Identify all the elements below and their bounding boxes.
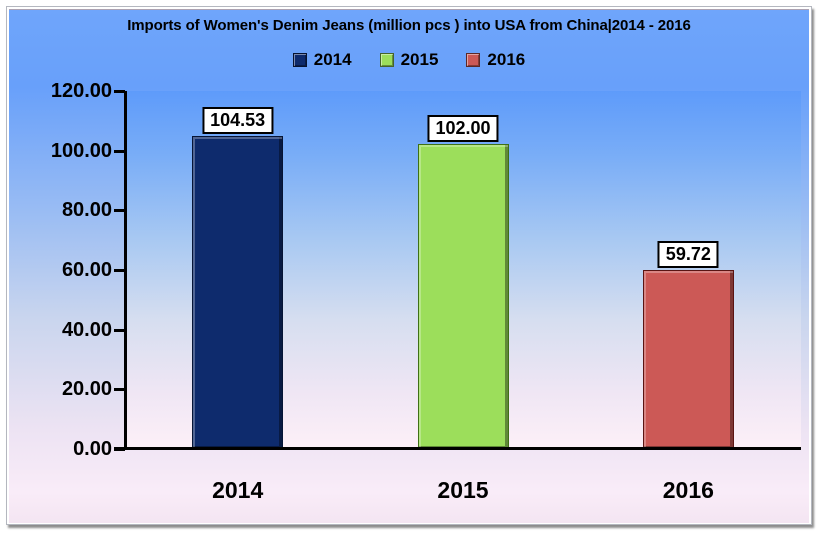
bar-2014[interactable]: 104.53: [192, 107, 284, 448]
y-tick-label: 120.00: [50, 80, 112, 102]
y-tick-mark: [114, 388, 125, 392]
y-tick-label: 20.00: [61, 378, 112, 401]
y-axis-labels: 120.00 100.00 80.00 60.00 40.00 20.00 0.00: [9, 80, 112, 460]
y-tick-mark: [114, 149, 125, 153]
bar-value-label: 104.53: [202, 107, 274, 134]
y-tick-label: 40.00: [61, 318, 112, 341]
legend-label: 2015: [400, 50, 439, 69]
legend-swatch-icon: [379, 53, 394, 67]
legend-label: 2016: [487, 50, 526, 69]
y-tick-mark: [114, 328, 125, 332]
bar-2015[interactable]: 102.00: [417, 115, 509, 448]
y-tick-mark: [114, 209, 125, 213]
legend-item-2015[interactable]: 2015: [379, 50, 439, 70]
chart-frame: Imports of Women's Denim Jeans (million …: [6, 6, 812, 525]
chart-title: Imports of Women's Denim Jeans (million …: [127, 17, 691, 34]
bar-2016[interactable]: 59.72: [642, 241, 734, 448]
plot-area: 104.53 102.00 59.72: [114, 90, 801, 451]
legend-swatch-icon: [292, 53, 307, 67]
legend-label: 2014: [313, 50, 352, 69]
y-tick-mark: [114, 90, 125, 93]
x-axis-label: 2015: [437, 477, 489, 503]
bar-value-label: 102.00: [427, 115, 499, 142]
legend-item-2014[interactable]: 2014: [292, 50, 352, 70]
bar-value-label: 59.72: [657, 241, 719, 268]
x-axis-labels: 2014 2015 2016: [125, 477, 801, 504]
x-axis-label: 2016: [662, 477, 714, 503]
x-axis-label: 2014: [212, 477, 264, 503]
legend-swatch-icon: [466, 53, 481, 67]
y-tick-label: 100.00: [50, 139, 112, 162]
legend: 2014 2015 2016: [9, 50, 809, 70]
y-tick-mark: [114, 269, 125, 272]
chart-area: Imports of Women's Denim Jeans (million …: [9, 9, 809, 523]
y-axis-line: [124, 91, 127, 449]
y-tick-label: 80.00: [61, 199, 112, 222]
y-tick-label: 60.00: [61, 259, 112, 281]
y-tick-label: 0.00: [73, 438, 112, 460]
legend-item-2016[interactable]: 2016: [466, 50, 525, 70]
x-axis-line: [114, 447, 801, 450]
